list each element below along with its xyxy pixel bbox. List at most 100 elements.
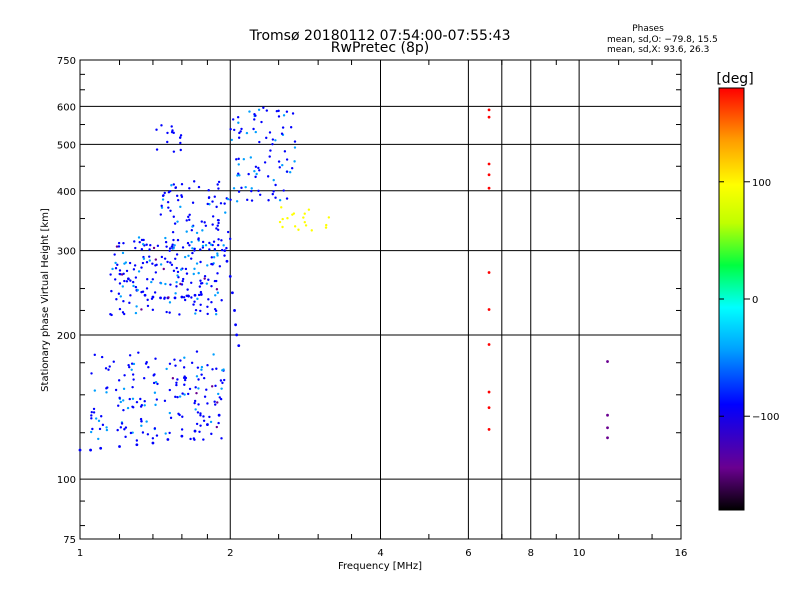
data-point (142, 257, 146, 260)
data-point (138, 240, 141, 244)
data-point (168, 362, 172, 365)
data-point (163, 257, 167, 260)
data-point (221, 381, 224, 385)
data-point (606, 413, 609, 417)
data-point (163, 296, 166, 299)
data-point (162, 267, 165, 271)
data-point (179, 205, 182, 209)
data-point (201, 240, 205, 244)
data-point (78, 448, 82, 452)
data-point (172, 238, 175, 242)
data-point (175, 285, 178, 288)
data-point (255, 172, 258, 176)
data-point (181, 277, 185, 281)
y-tick-label: 100 (57, 475, 76, 486)
data-point (265, 136, 268, 140)
data-point (216, 183, 219, 186)
data-point (166, 260, 169, 264)
data-point (178, 136, 182, 139)
data-point (178, 313, 181, 316)
data-point (215, 205, 218, 209)
data-point (174, 292, 177, 295)
data-point (179, 282, 182, 286)
data-point (210, 256, 213, 259)
data-point (193, 438, 196, 441)
data-point (215, 367, 218, 370)
data-point (194, 308, 198, 312)
data-point (187, 215, 190, 219)
data-point (176, 395, 179, 399)
data-point (131, 397, 135, 400)
data-point (258, 140, 261, 144)
data-point (116, 263, 119, 266)
data-point (197, 238, 200, 241)
data-point (197, 403, 200, 406)
colorbar-ticks: 100 0 −100 (719, 178, 779, 423)
data-point (146, 433, 150, 436)
data-point (216, 272, 219, 275)
data-point (135, 400, 139, 404)
data-point (123, 279, 126, 283)
data-point (228, 237, 232, 241)
data-point (237, 157, 240, 161)
data-point (186, 241, 190, 245)
data-point (104, 367, 108, 370)
data-point (124, 435, 127, 439)
data-point (233, 128, 236, 132)
data-point (190, 361, 194, 365)
data-point (207, 189, 210, 192)
data-point (230, 138, 233, 142)
data-point (186, 288, 189, 291)
data-point (213, 248, 217, 251)
data-point (216, 252, 219, 255)
data-point (117, 292, 121, 295)
data-point (128, 261, 132, 265)
y-tick-label: 200 (57, 331, 76, 342)
data-point (118, 269, 122, 272)
data-point (220, 437, 223, 440)
data-point (105, 428, 109, 432)
data-point (281, 126, 285, 129)
data-point (191, 251, 194, 255)
data-point (135, 439, 139, 442)
data-point (222, 244, 225, 247)
data-point (487, 173, 491, 177)
data-point (274, 183, 277, 187)
data-point (325, 223, 328, 227)
data-point (137, 270, 141, 273)
data-point (208, 415, 211, 419)
data-point (117, 245, 121, 248)
data-point (118, 445, 121, 448)
data-point (233, 309, 236, 312)
data-point (200, 220, 203, 223)
data-point (217, 238, 220, 241)
data-point (244, 185, 247, 189)
data-point (164, 236, 167, 240)
data-point (285, 110, 289, 113)
data-point (285, 197, 289, 200)
data-point (183, 298, 187, 302)
data-point (210, 284, 213, 288)
data-point (195, 422, 199, 426)
data-point (125, 280, 129, 283)
data-point (176, 220, 179, 223)
data-point (159, 296, 162, 300)
data-point (160, 206, 164, 209)
data-point (132, 378, 135, 381)
data-point (202, 419, 206, 423)
data-point (282, 189, 285, 192)
data-point (150, 280, 153, 284)
data-point (203, 395, 207, 398)
data-point (134, 276, 138, 279)
data-point (159, 282, 163, 285)
data-point (122, 408, 125, 412)
data-point (203, 221, 206, 224)
data-point (487, 343, 491, 346)
data-point (193, 300, 196, 303)
data-point (197, 271, 200, 275)
data-point (257, 166, 260, 170)
data-point (170, 184, 173, 187)
data-point (219, 397, 223, 401)
data-point (214, 384, 217, 388)
